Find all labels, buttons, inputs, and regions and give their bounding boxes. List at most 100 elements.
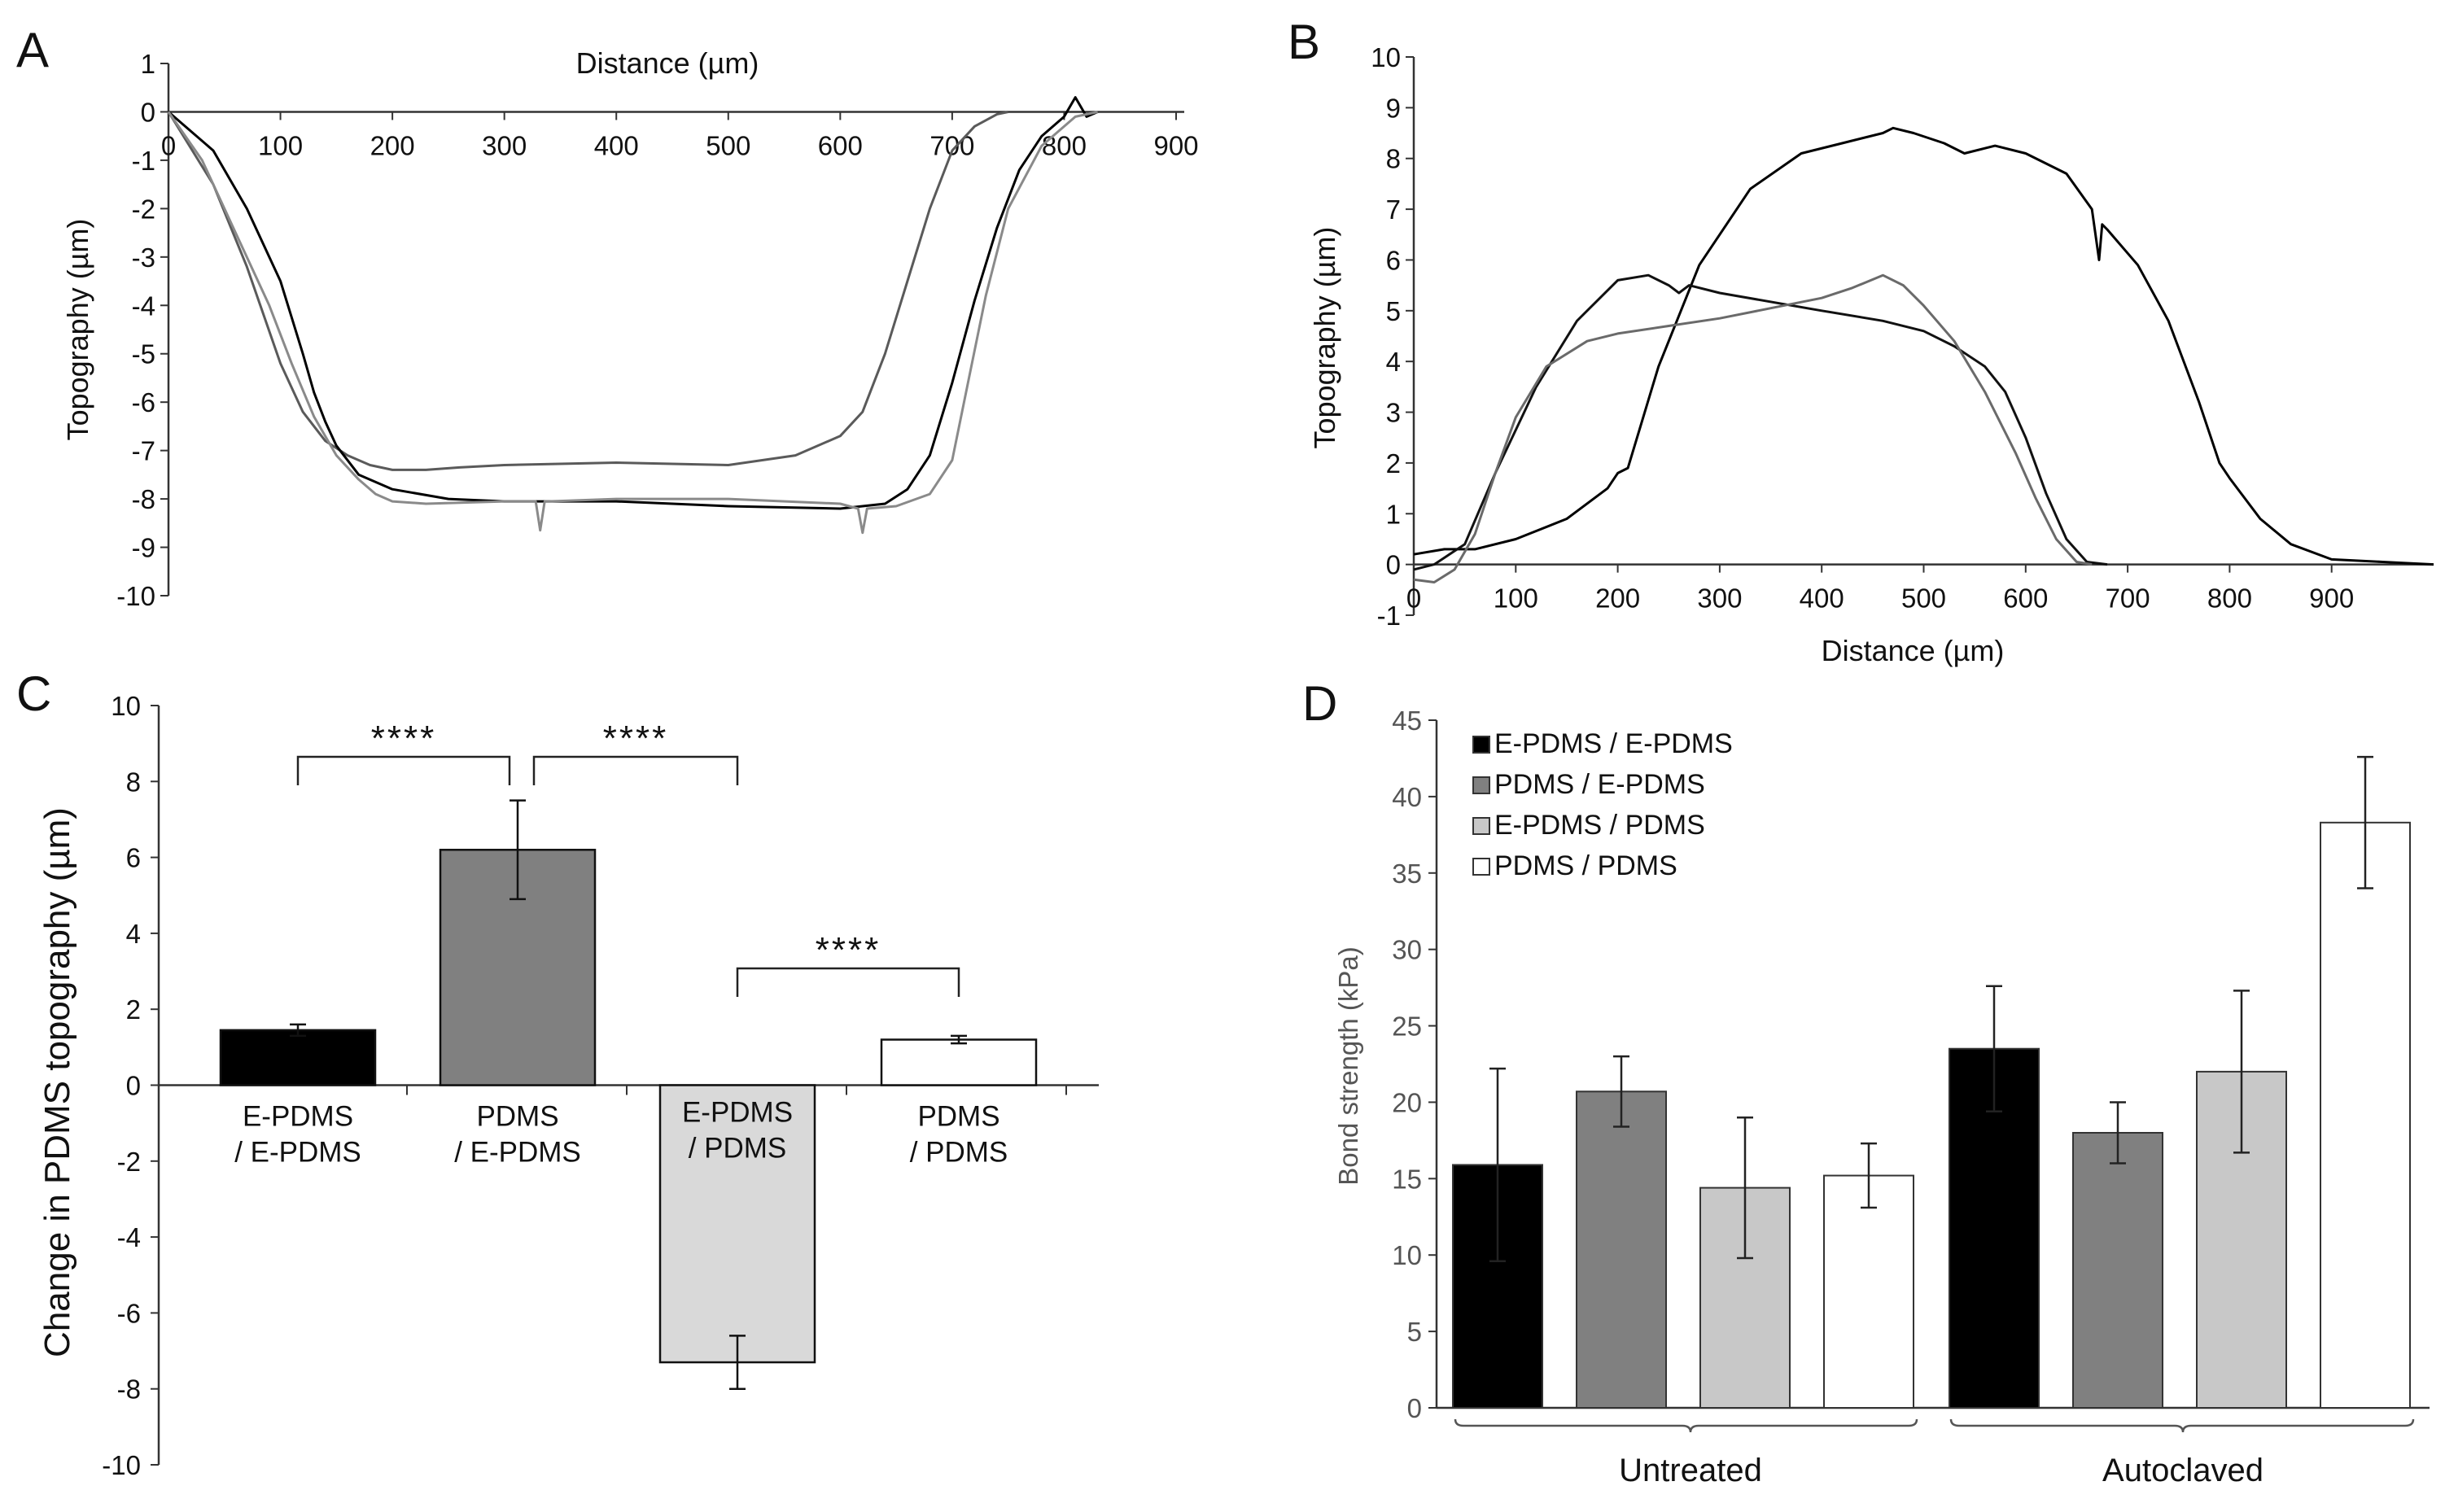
legend-label: PDMS / PDMS (1494, 850, 1677, 881)
x-tick-label: 500 (706, 130, 750, 160)
bar (2072, 1132, 2163, 1409)
x-tick-label: 800 (2207, 583, 2252, 614)
y-tick-label: 3 (1386, 398, 1401, 428)
x-tick-label: 800 (1042, 130, 1087, 160)
bar (880, 1038, 1038, 1086)
category-label: / PDMS (689, 1133, 787, 1165)
x-tick-label: 900 (1153, 130, 1198, 160)
y-axis-title: Topography (µm) (1308, 227, 1341, 449)
y-tick-label: 15 (1392, 1164, 1422, 1194)
y-tick-label: -3 (132, 243, 155, 273)
y-tick-label: 2 (126, 994, 141, 1025)
y-tick-label: 4 (126, 919, 141, 949)
panel-letter-a: A (16, 23, 49, 77)
y-tick-label: 10 (111, 691, 141, 721)
y-tick-label: 10 (1392, 1240, 1422, 1270)
group-label: Autoclaved (2102, 1453, 2263, 1488)
y-tick-label: 25 (1392, 1012, 1422, 1042)
group-brace (1454, 1418, 1918, 1433)
category-label: E-PDMS (682, 1097, 793, 1129)
y-tick-label: -8 (117, 1374, 141, 1405)
y-tick-label: -6 (117, 1298, 141, 1328)
bar (2320, 821, 2411, 1409)
y-tick-label: -1 (1377, 601, 1401, 631)
chart-panel-a: 10-1-2-3-4-5-6-7-8-9-100 100 200 300 400 500 6… (61, 46, 1199, 611)
significance-bracket (736, 967, 960, 997)
group-brace (1949, 1418, 2415, 1433)
x-tick-label: 200 (370, 130, 415, 160)
legend-swatch (1472, 858, 1490, 876)
x-tick-label: 100 (1494, 583, 1538, 614)
category-label: / E-PDMS (234, 1137, 361, 1169)
legend-swatch (1472, 736, 1490, 754)
y-tick-label: 30 (1392, 935, 1422, 965)
chart-panel-c: 10 8 6 4 2 0 -2 -4 -6 -8 -10 Change in PDMS topogra… (37, 691, 1099, 1480)
y-tick-label: 6 (1386, 245, 1401, 275)
x-tick-label: 300 (482, 130, 527, 160)
y-tick-label: -6 (132, 387, 155, 417)
y-tick-label: 0 (1407, 1393, 1422, 1423)
legend-label: E-PDMS / E-PDMS (1494, 728, 1733, 759)
y-tick-label: 8 (126, 767, 141, 797)
panel-letter-b: B (1288, 15, 1320, 69)
series-line-2 (1413, 273, 2108, 571)
category-label: / E-PDMS (454, 1137, 581, 1169)
y-tick-label: 9 (1386, 93, 1401, 123)
x-tick-label: 0 (1406, 583, 1421, 614)
panel-letter-d: D (1302, 676, 1337, 731)
category-label: E-PDMS (243, 1101, 353, 1133)
x-tick-label: 600 (2003, 583, 2048, 614)
y-tick-label: 2 (1386, 448, 1401, 479)
category-label: / PDMS (910, 1137, 1008, 1169)
x-tick-label: 0 (161, 130, 176, 160)
y-tick-label: 45 (1392, 706, 1422, 736)
category-label: PDMS (917, 1101, 999, 1133)
y-axis-title: Bond strength (kPa) (1333, 946, 1363, 1186)
group-label: Untreated (1619, 1453, 1762, 1488)
x-tick-label: 200 (1595, 583, 1640, 614)
y-tick-label: 6 (126, 843, 141, 873)
y-tick-label: 8 (1386, 144, 1401, 174)
y-tick-label: -5 (132, 339, 155, 369)
bar (219, 1029, 377, 1086)
chart-panel-d: 45 40 35 30 25 20 15 10 5 0 Bond strength (kPa) Unt… (1333, 706, 2430, 1488)
x-tick-label: 900 (2309, 583, 2354, 614)
series-line-2 (168, 96, 1099, 510)
y-tick-label: 40 (1392, 782, 1422, 812)
x-tick-label: 500 (1901, 583, 1946, 614)
bar (658, 1084, 816, 1364)
x-tick-label: 400 (1800, 583, 1844, 614)
y-tick-label: 5 (1386, 296, 1401, 326)
bar (1823, 1174, 1914, 1409)
significance-bracket (532, 755, 739, 785)
x-tick-label: 100 (258, 130, 303, 160)
legend-label: E-PDMS / PDMS (1494, 810, 1705, 841)
y-tick-label: 7 (1386, 194, 1401, 225)
significance-label: **** (816, 930, 881, 970)
y-tick-label: 1 (141, 49, 155, 79)
significance-bracket (296, 755, 511, 785)
y-tick-label: -10 (102, 1450, 141, 1480)
series-line-3 (1413, 273, 2093, 583)
series-line-1 (1413, 126, 2434, 566)
y-tick-label: -8 (132, 484, 155, 514)
x-tick-label: 700 (2106, 583, 2150, 614)
significance-label: **** (371, 719, 437, 758)
y-tick-label: 5 (1407, 1317, 1422, 1347)
x-tick-label: 400 (594, 130, 639, 160)
series-line-3 (167, 111, 1099, 535)
panel-letter-c: C (16, 666, 51, 721)
y-tick-label: 1 (1386, 499, 1401, 529)
bar (1576, 1090, 1667, 1409)
legend-swatch (1472, 817, 1490, 835)
y-tick-label: -2 (117, 1147, 141, 1177)
y-axis-title: Change in PDMS topography (µm) (37, 807, 77, 1357)
y-tick-label: 0 (1386, 550, 1401, 580)
y-tick-label: -4 (132, 291, 155, 321)
x-axis-title: Distance (µm) (576, 46, 759, 80)
y-tick-label: -10 (116, 581, 155, 611)
legend-swatch (1472, 776, 1490, 794)
y-tick-label: 10 (1371, 42, 1401, 72)
